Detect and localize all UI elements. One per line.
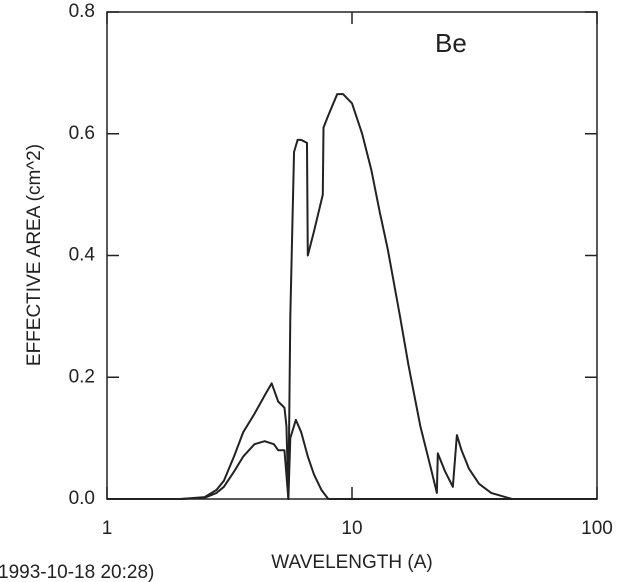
- series-line: [107, 418, 597, 500]
- y-tick-label: 0.4: [69, 245, 96, 266]
- series-line: [107, 93, 597, 500]
- x-tick-label: 100: [581, 518, 613, 539]
- plot-frame: [106, 11, 598, 500]
- y-tick-label: 0.6: [69, 123, 95, 144]
- x-tick-label: 1: [102, 518, 113, 539]
- x-axis-label: WAVELENGTH (A): [271, 552, 433, 573]
- footer: 1993-10-18 20:28): [0, 562, 154, 582]
- y-tick-label: 0.8: [69, 1, 95, 22]
- annotation: Be: [435, 28, 467, 58]
- y-tick-label: 0.0: [69, 488, 95, 509]
- y-tick-label: 0.2: [69, 366, 95, 387]
- x-tick-label: 10: [341, 518, 362, 539]
- y-axis-label: EFFECTIVE AREA (cm^2): [24, 144, 45, 366]
